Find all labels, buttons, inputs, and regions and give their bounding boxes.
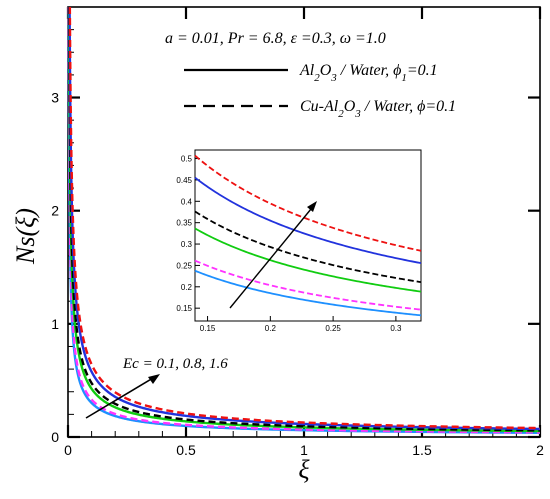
inset-y-tick-label: 0.35 — [176, 219, 192, 228]
inset-y-tick-label: 0.15 — [176, 304, 192, 313]
x-tick-label: 2 — [536, 442, 544, 458]
inset-series-line-5 — [194, 154, 422, 252]
legend-label-part: / Water, ϕ=0.1 — [361, 98, 456, 115]
x-tick-label: 0 — [64, 442, 72, 458]
y-tick-label: 1 — [51, 316, 59, 332]
inset-series-line-4 — [194, 176, 422, 265]
legend-label-part: O — [320, 62, 332, 79]
legend-label-part: 1 — [401, 72, 407, 84]
x-tick-label: 1.5 — [412, 442, 432, 458]
inset-curves — [194, 154, 422, 317]
inset-series-line-2 — [194, 227, 422, 293]
inset-y-tick-label: 0.45 — [176, 176, 192, 185]
legend-label-part: Al — [299, 62, 315, 79]
legend-label-part: / Water, ϕ — [337, 62, 402, 79]
legend-label-part: O — [344, 98, 356, 115]
inset-y-tick-label: 0.25 — [176, 261, 192, 270]
legend-label-solid: Al2O3 / Water, ϕ1=0.1 — [299, 62, 438, 84]
y-tick-label: 0 — [51, 429, 59, 445]
inset-series-line-3 — [194, 210, 422, 284]
inset-series-line-1 — [194, 259, 422, 311]
legend-label-part: 3 — [330, 72, 337, 84]
legend-label-part: 3 — [354, 108, 361, 120]
x-tick-label: 1 — [300, 442, 308, 458]
inset-x-tick-label: 0.15 — [200, 324, 216, 333]
inset-x-tick-label: 0.25 — [325, 324, 341, 333]
inset-x-tick-label: 0.3 — [390, 324, 402, 333]
series-line-1 — [67, 6, 541, 434]
inset-axis-ticks: 0.15 0.2 0.25 0.3 0.15 0.2 0.25 0.3 0.35 0.4 0.45 0… — [176, 155, 402, 333]
legend-label-part: Cu-Al — [300, 98, 339, 115]
legend-label-part: 2 — [314, 72, 320, 84]
inset-x-tick-label: 0.2 — [265, 324, 277, 333]
legend-label-dashed: Cu-Al2O3 / Water, ϕ=0.1 — [300, 98, 456, 120]
y-tick-label: 2 — [51, 203, 59, 219]
parameter-text: a = 0.01, Pr = 6.8, ε =0.3, ω =1.0 — [165, 30, 386, 47]
legend-label-part: =0.1 — [407, 62, 438, 79]
inset-y-tick-label: 0.2 — [181, 283, 193, 292]
inset-y-tick-label: 0.5 — [181, 155, 193, 164]
inset-series-line-0 — [194, 269, 422, 317]
series-line-4 — [68, 6, 541, 431]
inset-y-tick-label: 0.4 — [181, 197, 193, 206]
y-axis-label: Ns(ξ) — [11, 208, 40, 265]
inset-ec-arrow — [229, 201, 317, 309]
x-axis-label: ξ — [298, 455, 310, 484]
series-line-2 — [67, 6, 541, 433]
inset-y-tick-label: 0.3 — [181, 240, 193, 249]
legend-label-part: 2 — [338, 108, 344, 120]
ec-annotation-arrow — [85, 374, 160, 419]
ec-annotation: Ec = 0.1, 0.8, 1.6 — [122, 356, 228, 372]
main-curves — [67, 6, 541, 435]
series-line-5 — [68, 6, 541, 430]
x-tick-label: 0.5 — [176, 442, 196, 458]
y-tick-label: 3 — [51, 90, 59, 106]
